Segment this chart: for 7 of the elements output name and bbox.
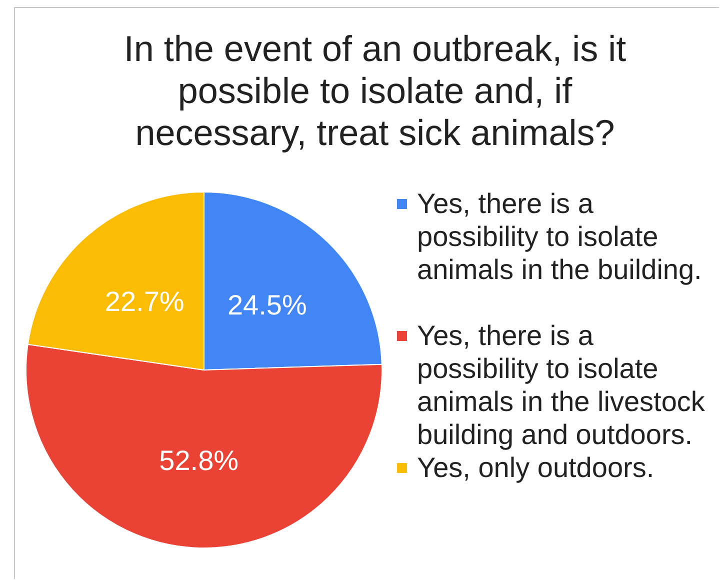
chart-title: In the event of an outbreak, is it possible to isolate and, if necessary, treat sick animals?: [124, 28, 626, 153]
legend-label: Yes, only outdoors.: [417, 452, 654, 483]
data-label: 24.5%: [227, 289, 307, 320]
data-label: 52.8%: [159, 445, 239, 476]
data-label: 22.7%: [104, 286, 184, 317]
legend-label: Yes, there is a possibility to isolate animals in the livestock building and outdoors.: [417, 320, 705, 450]
legend-label: Yes, there is a possibility to isolate animals in the building.: [417, 188, 702, 285]
